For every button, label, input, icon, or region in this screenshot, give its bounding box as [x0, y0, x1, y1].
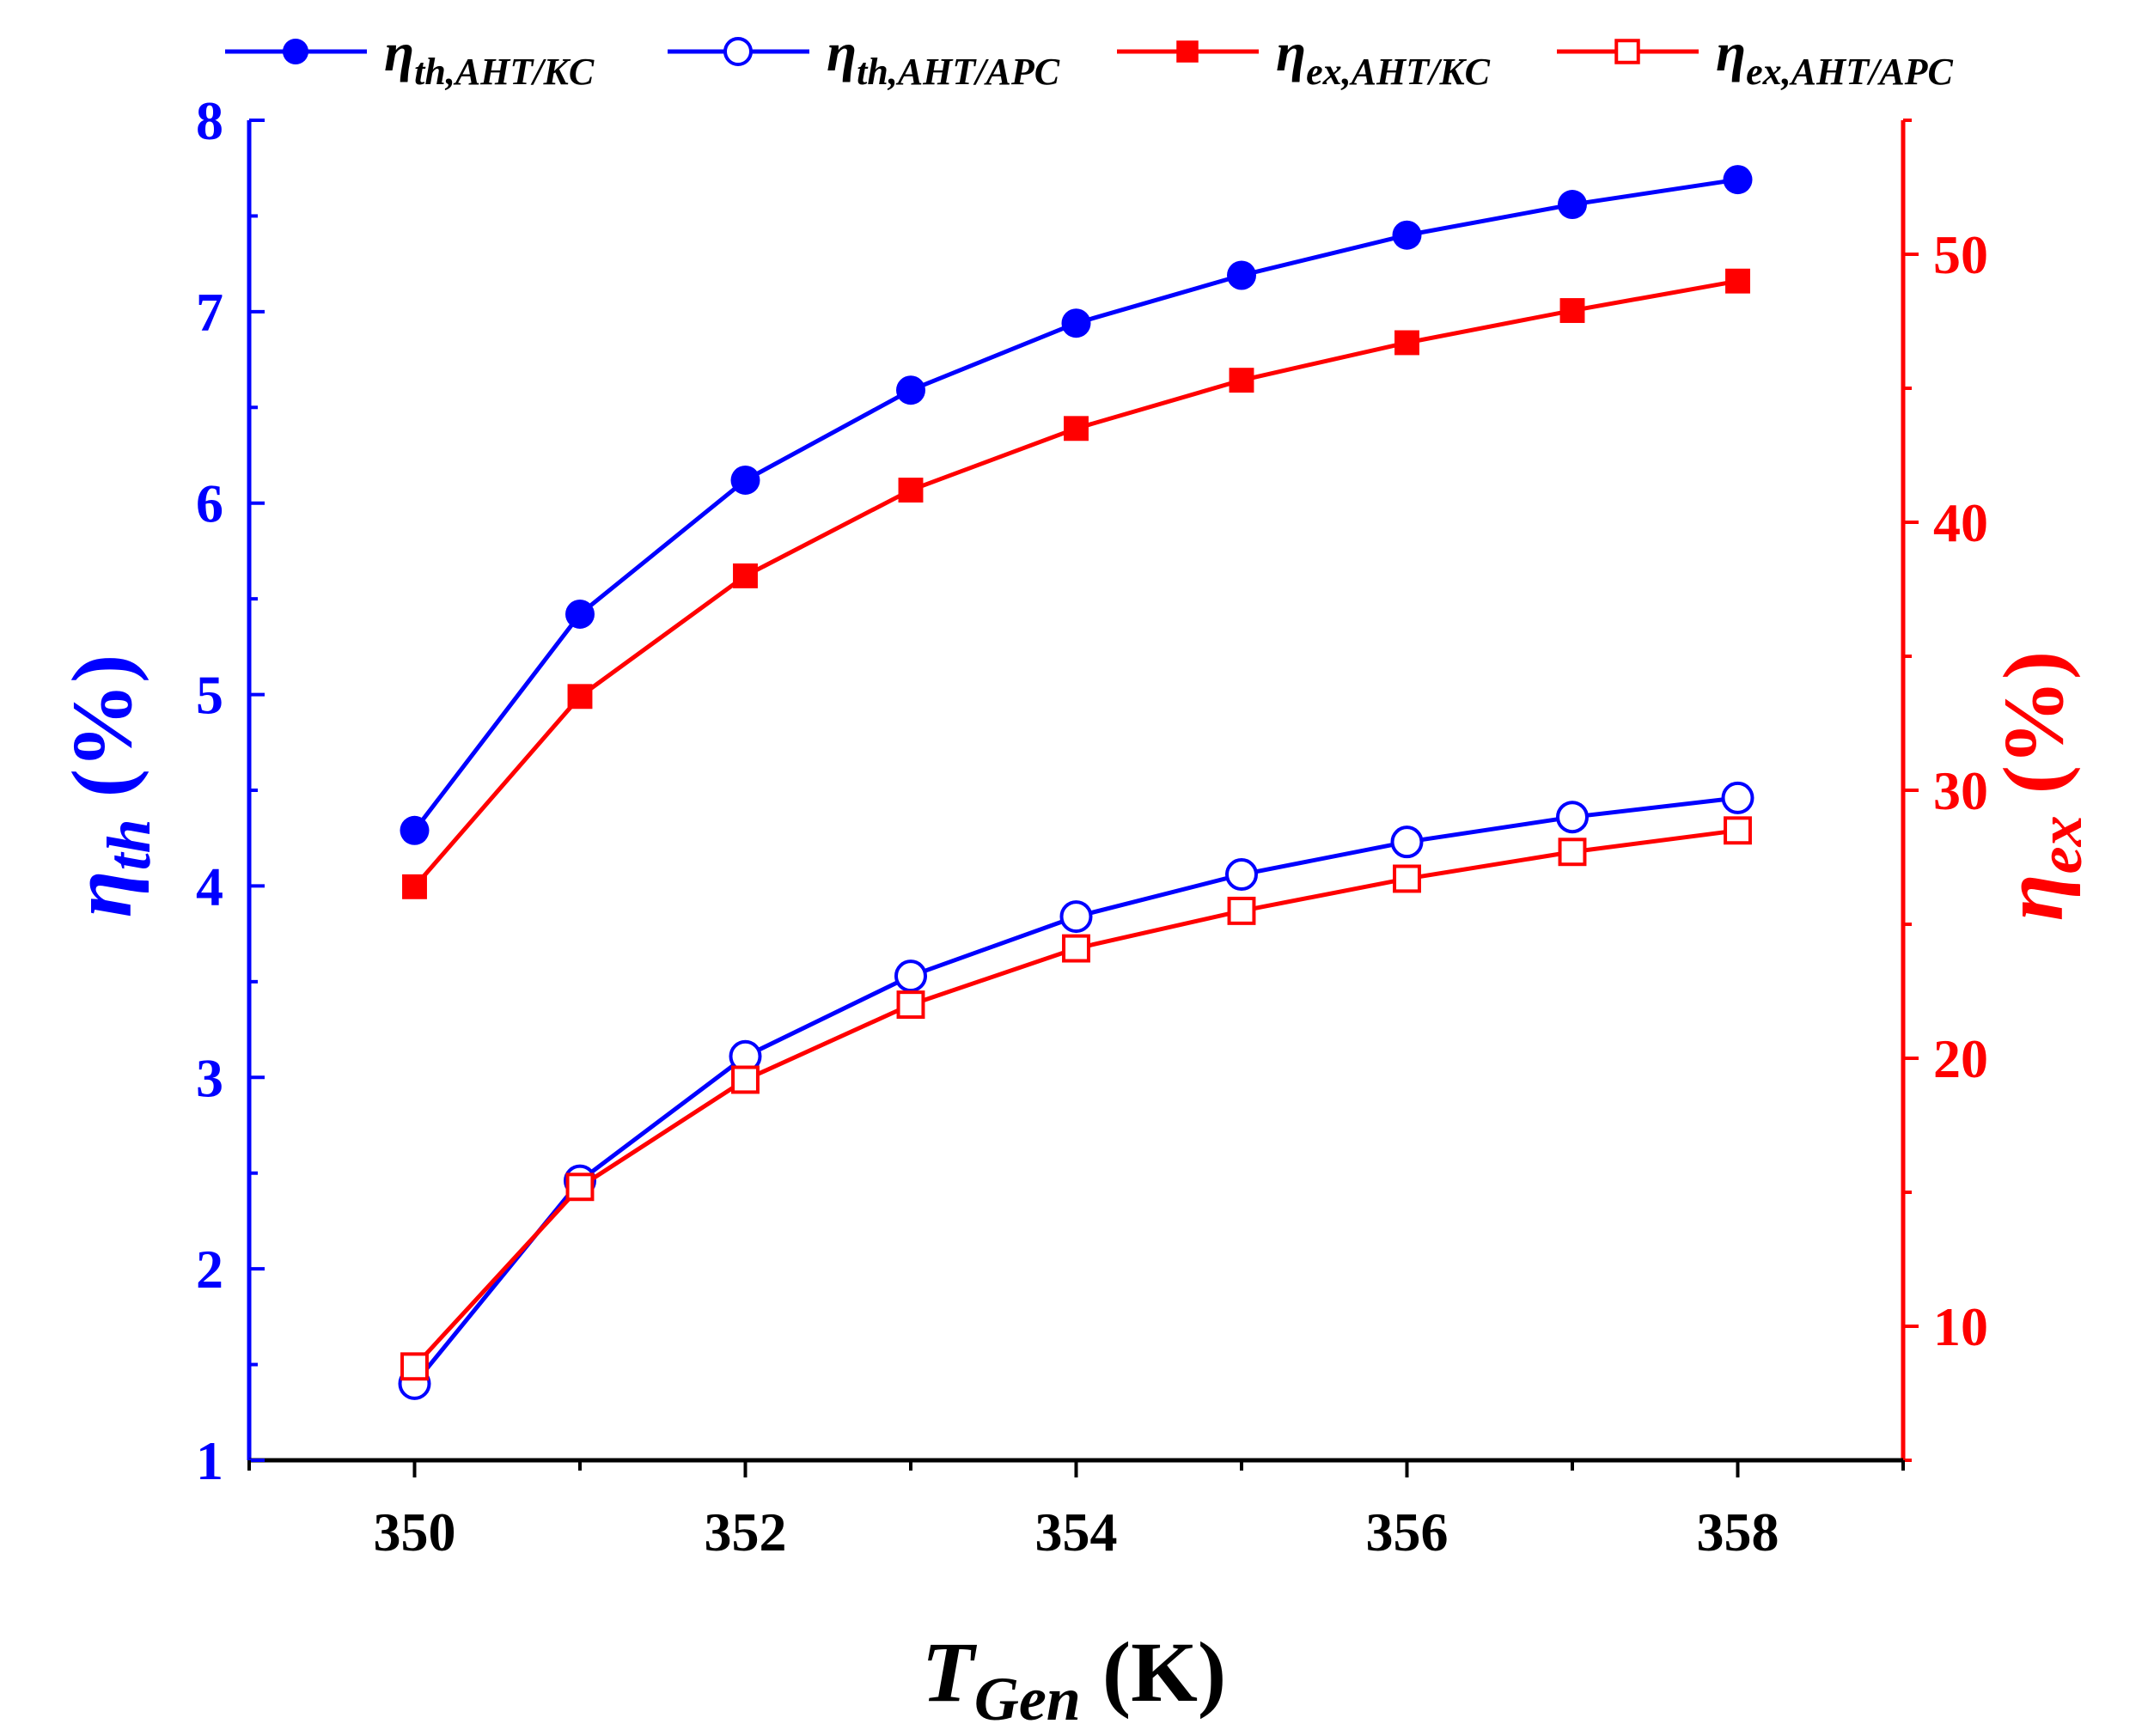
data-point-ex_kc	[1394, 330, 1419, 356]
data-point-th_apc	[1390, 825, 1424, 859]
series-line-ex_kc	[412, 278, 1738, 888]
legend: ηth,AHT/KC ηth,AHT/APC ηex,AHT/KC ηex,AHT/A…	[225, 21, 1954, 93]
data-point-ex_apc	[896, 990, 925, 1020]
y-left-tick-label: 6	[196, 473, 223, 534]
data-point-th_apc	[1556, 801, 1589, 834]
y-left-tick-label: 1	[196, 1430, 223, 1491]
legend-marker-ex_apc	[1614, 39, 1640, 64]
data-point-ex_apc	[1227, 896, 1256, 925]
y-left-tick-label: 8	[196, 90, 223, 151]
legend-marker-th_apc	[723, 37, 753, 66]
axes: 1 2 3 4 5 6 7 8 10 20 30 40 50 350 352 354 356 358	[196, 90, 1988, 1562]
y-right-tick-label: 10	[1933, 1296, 1988, 1357]
y-right-tick-label: 30	[1933, 760, 1988, 821]
x-tick-label: 350	[374, 1501, 456, 1562]
x-tick-label: 352	[705, 1501, 787, 1562]
data-point-ex_kc	[402, 874, 427, 899]
legend-marker-ex_kc	[1176, 40, 1199, 63]
data-point-th_kc	[1227, 260, 1256, 290]
data-point-ex_kc	[1229, 368, 1254, 393]
y-left-tick-label: 3	[196, 1047, 223, 1108]
data-point-th_apc	[1059, 900, 1093, 934]
data-point-ex_kc	[733, 563, 758, 588]
data-point-ex_kc	[898, 478, 924, 503]
data-point-ex_kc	[1064, 416, 1089, 442]
data-point-ex_apc	[731, 1065, 760, 1094]
data-point-ex_kc	[1559, 298, 1585, 323]
data-point-th_kc	[730, 465, 760, 495]
y-axis-label-left: ηth (%)	[54, 655, 163, 918]
data-point-th_kc	[896, 375, 925, 405]
data-point-ex_apc	[1724, 816, 1752, 845]
data-point-ex_apc	[400, 1352, 429, 1381]
data-point-ex_apc	[1062, 934, 1090, 963]
series-line-th_apc	[412, 795, 1738, 1386]
plot-area	[398, 165, 1754, 1400]
data-point-th_kc	[1558, 190, 1587, 220]
data-point-th_kc	[1061, 308, 1091, 338]
y-right-tick-label: 50	[1933, 224, 1988, 285]
x-tick-label: 358	[1697, 1501, 1779, 1562]
x-axis-label: TGen (K)	[922, 1624, 1226, 1733]
data-point-th_apc	[894, 959, 927, 993]
data-point-ex_apc	[1393, 864, 1421, 893]
data-point-th_kc	[1723, 165, 1753, 195]
data-point-ex_kc	[1725, 268, 1750, 294]
x-tick-label: 356	[1366, 1501, 1449, 1562]
data-point-th_kc	[1392, 220, 1422, 250]
legend-label-ex_kc: ηex,AHT/KC	[1276, 21, 1491, 93]
legend-label-th_apc: ηth,AHT/APC	[827, 21, 1060, 93]
data-point-th_kc	[400, 815, 430, 845]
y-left-tick-label: 2	[196, 1239, 223, 1300]
x-tick-label: 354	[1035, 1501, 1118, 1562]
data-point-ex_apc	[1558, 838, 1587, 867]
data-point-ex_kc	[567, 684, 593, 710]
legend-label-ex_apc: ηex,AHT/APC	[1716, 21, 1954, 93]
y-right-tick-label: 20	[1933, 1028, 1988, 1089]
y-left-tick-label: 7	[196, 282, 223, 343]
legend-label-th_kc: ηth,AHT/KC	[384, 21, 595, 93]
series-line-th_kc	[412, 177, 1738, 832]
legend-marker-th_kc	[283, 39, 308, 64]
data-point-ex_apc	[565, 1173, 595, 1202]
y-right-tick-label: 40	[1933, 492, 1988, 553]
y-left-tick-label: 5	[196, 665, 223, 726]
y-axis-label-right: ηex (%)	[1986, 651, 2095, 921]
data-point-th_apc	[1721, 781, 1754, 814]
y-left-tick-label: 4	[196, 856, 223, 917]
data-point-th_kc	[565, 599, 595, 629]
data-point-th_apc	[1225, 858, 1258, 892]
